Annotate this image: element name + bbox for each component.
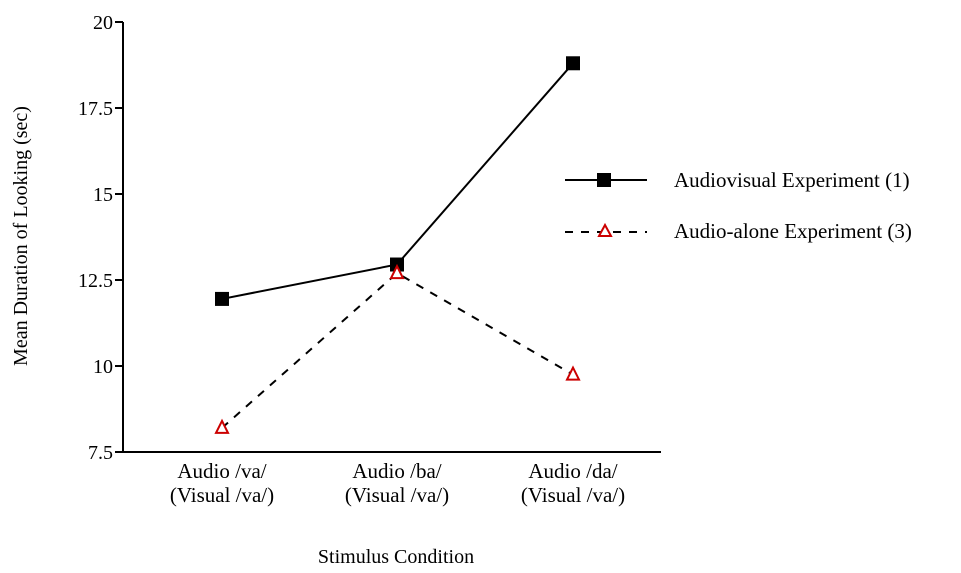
data-point [215,291,229,306]
x-tick-label: (Visual /va/) [170,483,274,507]
series-audio-alone [214,263,581,434]
data-point [565,365,581,381]
data-point [566,56,580,71]
y-tick-label: 7.5 [88,442,113,464]
y-ticks: 20 17.5 15 12.5 10 7.5 [78,12,123,464]
x-axis-title: Stimulus Condition [318,546,474,568]
y-tick-label: 10 [93,356,113,378]
x-tick-label: (Visual /va/) [521,483,625,507]
y-axis-title: Mean Duration of Looking (sec) [10,106,32,366]
x-tick-label: Audio /da/ [528,459,617,483]
legend-label-audiovisual: Audiovisual Experiment (1) [674,168,910,192]
legend-marker-square [597,173,611,187]
y-tick-label: 17.5 [78,98,113,120]
data-point [389,263,405,280]
x-tick-label: (Visual /va/) [345,483,449,507]
y-tick-label: 15 [93,184,113,206]
y-tick-label: 20 [93,12,113,34]
x-tick-label: Audio /va/ [177,459,266,483]
y-tick-label: 12.5 [78,270,113,292]
x-tick-labels: Audio /va/(Visual /va/)Audio /ba/(Visual… [170,459,625,507]
series-line [221,271,574,429]
legend-label-audio-alone: Audio-alone Experiment (3) [674,219,912,243]
data-point [214,418,230,434]
series-layer [214,56,581,434]
legend-marker-triangle [597,222,613,237]
legend: Audiovisual Experiment (1) Audio-alone E… [565,168,912,243]
x-tick-label: Audio /ba/ [352,459,441,483]
